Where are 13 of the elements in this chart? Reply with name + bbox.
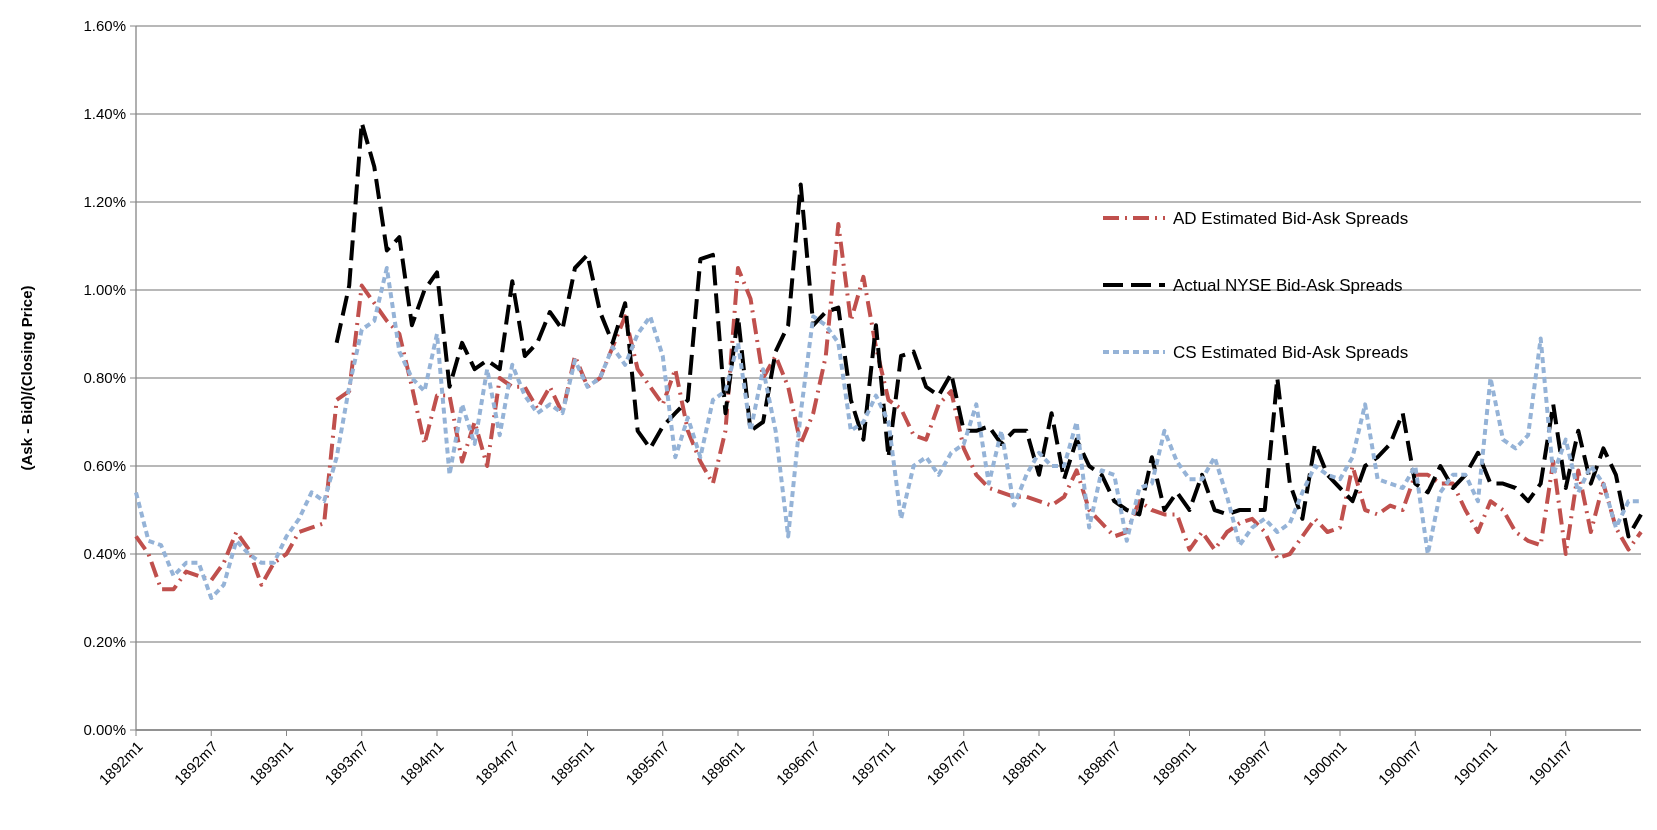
legend-label: AD Estimated Bid-Ask Spreads [1173, 208, 1409, 228]
legend-label: Actual NYSE Bid-Ask Spreads [1173, 275, 1403, 295]
y-tick-label: 1.40% [83, 105, 126, 123]
y-tick-label: 1.00% [83, 281, 126, 299]
y-axis-title: (Ask - Bid)/(Closing Price) [18, 285, 35, 471]
y-tick-label: 1.20% [83, 193, 126, 211]
y-tick-label: 0.60% [83, 457, 126, 475]
y-tick-label: 0.40% [83, 545, 126, 563]
legend-label: CS Estimated Bid-Ask Spreads [1173, 342, 1409, 362]
y-tick-label: 0.00% [83, 721, 126, 739]
y-tick-label: 0.80% [83, 369, 126, 387]
y-tick-label: 0.20% [83, 633, 126, 651]
y-tick-label: 1.60% [83, 17, 126, 35]
